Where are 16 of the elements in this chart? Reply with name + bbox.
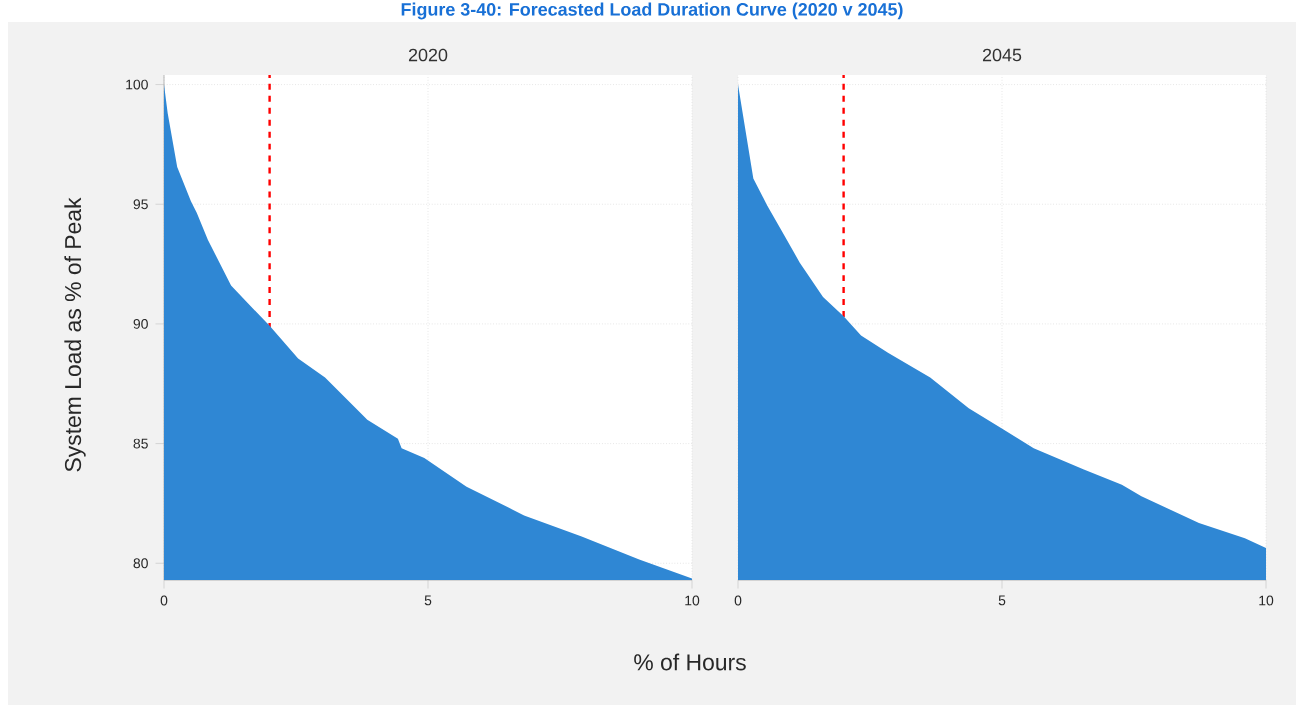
x-axis-title: % of Hours [634, 653, 746, 671]
y-tick-label: 80 [133, 558, 148, 569]
x-tick-label: 10 [1259, 595, 1274, 606]
x-tick-label: 10 [685, 595, 700, 606]
x-tick-label: 0 [734, 595, 742, 606]
y-axis-title: System Load as % of Peak [64, 197, 86, 472]
caption: Figure 3-40: Forecasted Load Duration Curve (2020 v 2045) [401, 2, 903, 20]
y-tick-label: 100 [126, 79, 148, 90]
y-tick-label: 90 [133, 318, 148, 329]
chart-title: 2045 [982, 48, 1022, 62]
y-tick-label: 85 [133, 438, 148, 449]
x-tick-label: 5 [424, 595, 432, 606]
chart-title: 2020 [408, 48, 448, 62]
x-tick-label: 5 [998, 595, 1006, 606]
x-tick-label: 0 [160, 595, 168, 606]
y-tick-label: 95 [133, 199, 148, 210]
